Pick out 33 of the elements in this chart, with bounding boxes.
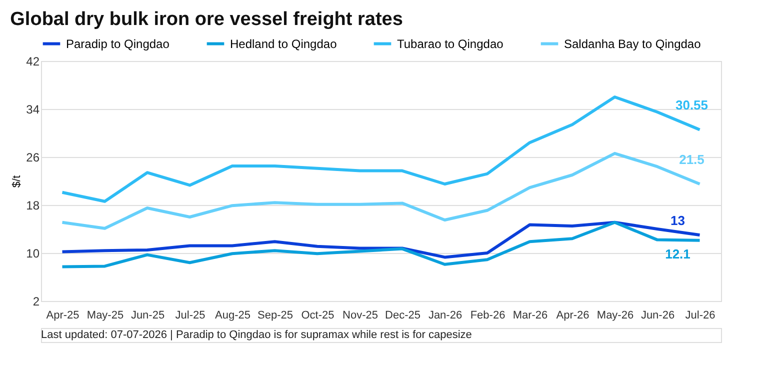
legend-label: Tubarao to Qingdao xyxy=(397,36,504,51)
x-tick-label: Jul-25 xyxy=(175,310,206,322)
y-axis-title: $/t xyxy=(11,175,24,188)
data-label: 21.5 xyxy=(679,152,704,167)
x-tick-label: Sep-25 xyxy=(258,310,293,322)
x-tick-label: Apr-26 xyxy=(556,310,590,322)
x-tick-label: Jan-26 xyxy=(428,310,462,322)
x-tick-label: Jun-25 xyxy=(130,310,165,322)
y-tick-label: 10 xyxy=(26,246,40,260)
x-tick-label: Aug-25 xyxy=(215,310,250,322)
legend-label: Saldanha Bay to Qingdao xyxy=(564,36,702,51)
x-tick-label: Mar-26 xyxy=(512,310,548,322)
x-tick-label: May-25 xyxy=(86,310,124,322)
x-tick-label: May-26 xyxy=(596,310,634,322)
y-tick-label: 26 xyxy=(26,150,40,164)
text: Last updated: 07-07-2026 | Paradip to Qingdao is for supramax while rest is for capesize xyxy=(41,329,472,341)
x-tick-label: Jun-26 xyxy=(640,310,675,322)
data-label: 12.1 xyxy=(665,246,690,262)
y-tick-label: 34 xyxy=(26,102,40,116)
x-tick-label: Jul-26 xyxy=(685,310,716,322)
x-tick-label: Apr-25 xyxy=(46,310,80,322)
legend-label: Hedland to Qingdao xyxy=(230,36,338,51)
y-tick-label: 18 xyxy=(26,198,40,212)
y-tick-label: 2 xyxy=(32,294,40,308)
data-label: 30.55 xyxy=(675,98,708,113)
data-label: 13 xyxy=(670,213,685,228)
x-tick-label: Oct-25 xyxy=(301,310,334,322)
legend-label: Paradip to Qingdao xyxy=(66,36,170,51)
x-tick-label: Dec-25 xyxy=(385,310,420,322)
x-tick-label: Nov-25 xyxy=(342,310,378,322)
chart-title: Global dry bulk iron ore vessel freight rates xyxy=(10,9,403,30)
y-tick-label: 42 xyxy=(26,54,40,68)
x-tick-label: Feb-26 xyxy=(470,310,506,322)
